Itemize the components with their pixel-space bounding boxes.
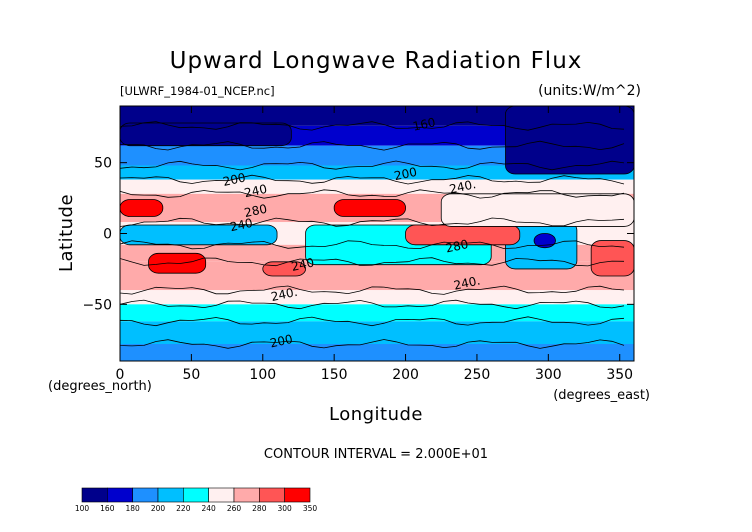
heatmap-region-9 — [590, 240, 634, 277]
colorbar-label: 160 — [100, 504, 115, 513]
heatmap-region-10 — [440, 193, 634, 227]
heatmap-band-9 — [120, 290, 634, 305]
heatmap-region-3 — [533, 233, 556, 249]
contour-label: 280 — [243, 202, 268, 220]
contour-label: 200 — [269, 332, 294, 350]
y-axis-label: Latitude — [56, 194, 77, 272]
colorbar-label: 350 — [303, 504, 318, 513]
contour-line-10 — [120, 299, 625, 310]
colorbar-label: 280 — [252, 504, 267, 513]
contour-line-4 — [120, 174, 625, 185]
y-unit-label: (degrees_north) — [48, 379, 152, 394]
contour-label: 200 — [393, 165, 418, 183]
x-axis: 0 50 100 150 200 250 300 350 — [116, 106, 633, 383]
contour-label: 240. — [448, 177, 477, 196]
colorbar-swatch — [259, 487, 285, 503]
colorbar-label: 180 — [126, 504, 141, 513]
colorbar-label: 100 — [75, 504, 90, 513]
heatmap-band-4 — [120, 179, 634, 194]
heatmap-region-1 — [120, 224, 278, 246]
contour-line-12 — [120, 339, 625, 349]
contour-interval-text: CONTOUR INTERVAL = 2.000E+01 — [264, 447, 488, 462]
heatmap-region-4 — [333, 199, 406, 217]
colorbar-label: 300 — [278, 504, 293, 513]
contour-label: 240. — [270, 285, 299, 304]
heatmap-region-12 — [120, 122, 292, 147]
contour-line-7 — [120, 240, 625, 250]
x-tick-label: 50 — [182, 367, 200, 383]
colorbar-swatch — [284, 487, 311, 503]
contour-label: 160 — [411, 115, 436, 133]
heatmap-band-10 — [120, 304, 634, 322]
heatmap-region-11 — [505, 106, 634, 175]
colorbar-swatch — [81, 487, 108, 503]
contour-line-5 — [120, 189, 625, 199]
chart-title: Upward Longwave Radiation Flux — [170, 48, 583, 74]
contour-line-6 — [120, 217, 625, 227]
heatmap-band-11 — [120, 321, 634, 344]
y-tick-label: 0 — [103, 227, 112, 243]
colorbar-swatch — [107, 487, 133, 503]
file-label: [ULWRF_1984-01_NCEP.nc] — [120, 84, 275, 98]
x-tick-label: 0 — [116, 367, 125, 383]
colorbar-label: 240 — [202, 504, 217, 513]
contour-line-3 — [120, 160, 625, 171]
x-tick-label: 300 — [535, 367, 562, 383]
colorbar-label: 220 — [176, 504, 191, 513]
x-tick-label: 100 — [249, 367, 276, 383]
contour-label: 280 — [444, 237, 469, 255]
contour-label: 240 — [229, 216, 254, 234]
contour-line-8 — [120, 257, 625, 267]
heatmap — [120, 106, 634, 361]
contour-label: 240. — [452, 273, 481, 292]
y-tick-label: −50 — [82, 297, 112, 313]
colorbar: 100 160 180 200 220 240 260 280 300 350 — [75, 487, 318, 513]
colorbar-swatch — [208, 487, 235, 503]
x-tick-label: 250 — [464, 367, 491, 383]
units-label: (units:W/m^2) — [538, 83, 641, 99]
heatmap-band-12 — [120, 344, 634, 361]
contour-label: 240 — [243, 182, 268, 200]
colorbar-swatch — [132, 487, 159, 503]
colorbar-swatch — [183, 487, 209, 503]
y-tick-label: 50 — [94, 156, 112, 172]
contour-line-9 — [120, 285, 625, 295]
contour-line-11 — [120, 316, 625, 327]
y-axis: −50 0 50 — [82, 156, 634, 313]
colorbar-swatch — [233, 487, 260, 503]
heatmap-region-5 — [120, 199, 164, 217]
x-tick-label: 200 — [392, 367, 419, 383]
contour-line-2 — [120, 140, 625, 151]
x-tick-label: 150 — [321, 367, 348, 383]
contour-label: 240 — [290, 255, 315, 273]
colorbar-swatch — [157, 487, 184, 503]
contour-line-1 — [120, 121, 625, 131]
colorbar-label: 200 — [151, 504, 166, 513]
x-unit-label: (degrees_east) — [553, 388, 650, 403]
x-tick-label: 350 — [606, 367, 633, 383]
x-axis-label: Longitude — [329, 404, 423, 425]
colorbar-label: 260 — [227, 504, 242, 513]
contour-label: 200 — [222, 170, 247, 188]
